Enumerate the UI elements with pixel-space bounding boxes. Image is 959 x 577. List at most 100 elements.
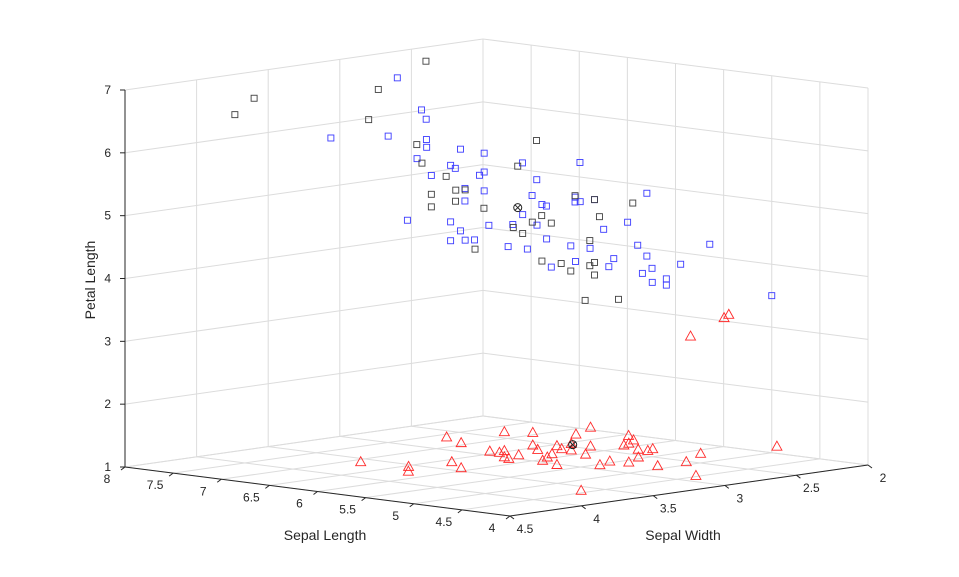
z-tick-label: 5 xyxy=(104,209,111,223)
y-tick-mark xyxy=(867,464,873,469)
data-point-square xyxy=(662,281,670,289)
data-point-triangle xyxy=(551,439,563,451)
data-point-square xyxy=(452,197,459,205)
x-tick-label: 8 xyxy=(104,472,111,486)
data-point-triangle xyxy=(446,455,458,467)
data-point-square xyxy=(591,271,598,279)
data-point-triangle xyxy=(570,428,582,439)
data-point-triangle xyxy=(512,448,525,460)
data-point-square xyxy=(485,221,493,229)
z-tick-label: 6 xyxy=(104,146,111,160)
data-point-triangle xyxy=(579,448,592,459)
x-tick-label: 5 xyxy=(392,509,399,523)
floor-grid-line xyxy=(173,421,532,474)
z-tick-label: 7 xyxy=(104,83,111,97)
data-point-square xyxy=(427,203,435,211)
data-point-square xyxy=(422,136,430,143)
data-point-square xyxy=(538,212,546,220)
y-tick-mark xyxy=(652,495,658,500)
data-point-triangle xyxy=(541,451,554,462)
y-tick-mark xyxy=(724,484,730,489)
data-point-square xyxy=(427,171,435,179)
data-point-square xyxy=(447,161,455,169)
floor-grid-line xyxy=(413,452,772,505)
centroid-marker xyxy=(513,203,523,213)
data-point-square xyxy=(643,189,651,197)
data-point-square xyxy=(576,198,584,206)
grid-lines xyxy=(124,38,869,517)
data-point-triangle xyxy=(527,426,539,437)
data-point-square xyxy=(615,295,622,303)
data-point-square xyxy=(538,257,546,265)
floor-grid-line xyxy=(339,435,725,486)
z-axis-title: Petal Length xyxy=(82,241,98,320)
data-point-square xyxy=(519,230,527,237)
data-point-triangle xyxy=(551,458,563,469)
x-tick-mark xyxy=(361,497,366,502)
data-point-square xyxy=(514,162,522,170)
data-point-triangle xyxy=(503,452,515,463)
data-point-square xyxy=(471,245,479,253)
data-point-triangle xyxy=(455,461,467,473)
y-tick-label: 4.5 xyxy=(517,522,534,536)
data-point-square xyxy=(543,235,551,243)
x-tick-mark xyxy=(265,484,270,489)
data-point-triangle xyxy=(632,451,645,462)
data-point-triangle xyxy=(646,442,659,454)
x-tick-mark xyxy=(409,503,415,508)
z-tick-label: 1 xyxy=(104,460,111,474)
data-point-triangle xyxy=(546,447,558,459)
data-point-square xyxy=(413,141,421,149)
wall-grid-line xyxy=(124,227,484,279)
data-point-square xyxy=(557,260,565,267)
data-point-square xyxy=(480,149,488,157)
wall-grid-line xyxy=(124,352,484,405)
data-point-square xyxy=(452,186,460,194)
data-point-square xyxy=(638,269,646,277)
data-point-square xyxy=(533,137,540,144)
data-point-square xyxy=(624,218,632,226)
centroid-cross xyxy=(569,441,576,448)
data-point-triangle xyxy=(694,447,707,458)
data-point-square xyxy=(643,252,651,260)
data-point-square xyxy=(586,262,594,270)
floor-grid-line xyxy=(411,425,797,476)
data-point-triangle xyxy=(527,439,539,450)
data-points xyxy=(231,57,783,495)
data-point-triangle xyxy=(455,436,467,448)
data-point-triangle xyxy=(555,442,568,454)
data-point-square xyxy=(523,245,531,253)
x-tick-label: 7 xyxy=(200,484,207,498)
y-tick-label: 2.5 xyxy=(803,481,820,495)
data-point-triangle xyxy=(402,460,415,471)
y-tick-label: 3 xyxy=(736,491,743,505)
data-point-square xyxy=(605,263,613,271)
data-point-triangle xyxy=(536,454,549,465)
wall-grid-line xyxy=(124,289,484,342)
data-point-triangle xyxy=(493,446,506,457)
data-point-square xyxy=(528,218,536,226)
data-point-square xyxy=(422,57,430,65)
x-tick-label: 6.5 xyxy=(243,490,260,504)
data-point-square xyxy=(427,190,435,198)
wall-grid-line xyxy=(482,101,869,152)
data-point-triangle xyxy=(680,455,693,467)
data-point-square xyxy=(403,216,411,224)
centroid-marker xyxy=(568,440,578,450)
axes xyxy=(120,89,873,520)
data-point-square xyxy=(634,241,642,249)
data-point-square xyxy=(423,143,431,151)
data-point-square xyxy=(662,275,670,283)
floor-grid-line xyxy=(365,446,724,499)
data-point-square xyxy=(576,159,584,166)
data-point-triangle xyxy=(627,434,640,445)
data-point-square xyxy=(533,176,541,184)
floor-grid-line xyxy=(221,427,580,480)
data-point-square xyxy=(447,237,455,245)
z-tick-label: 4 xyxy=(104,272,111,286)
data-point-triangle xyxy=(723,308,735,319)
data-point-square xyxy=(447,218,455,226)
x-tick-mark xyxy=(457,509,463,514)
x-tick-mark xyxy=(168,472,174,477)
